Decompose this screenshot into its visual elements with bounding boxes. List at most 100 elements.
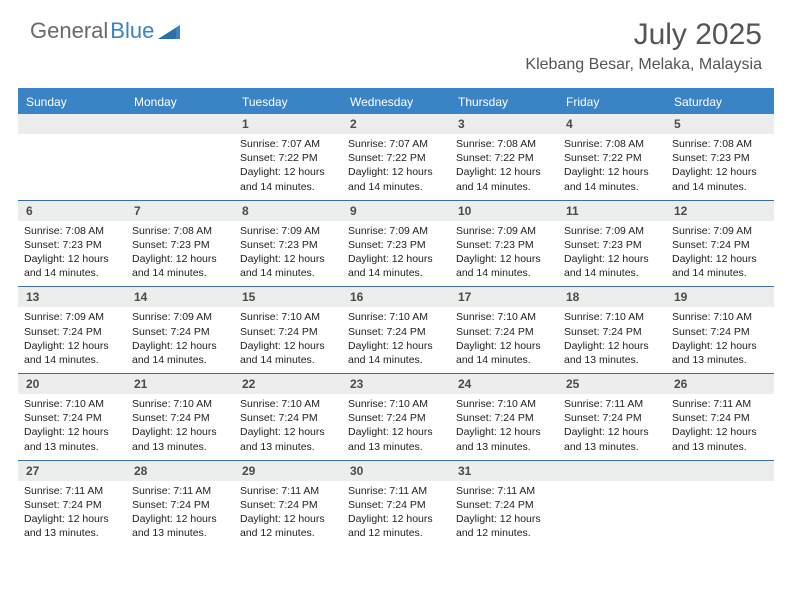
sunset-text: Sunset: 7:22 PM [240,151,336,165]
date-number: 27 [18,461,126,481]
day-header: Thursday [450,90,558,114]
date-number-row: 6789101112 [18,200,774,221]
date-number: 3 [450,114,558,134]
sunrise-text: Sunrise: 7:07 AM [348,137,444,151]
date-cell: Sunrise: 7:07 AMSunset: 7:22 PMDaylight:… [234,134,342,200]
sunrise-text: Sunrise: 7:09 AM [24,310,120,324]
date-number: 18 [558,287,666,307]
date-cell: Sunrise: 7:10 AMSunset: 7:24 PMDaylight:… [342,394,450,460]
date-number [558,461,666,481]
daylight-text: Daylight: 12 hours and 14 minutes. [24,252,120,280]
sunrise-text: Sunrise: 7:10 AM [348,310,444,324]
sunset-text: Sunset: 7:24 PM [672,325,768,339]
day-header: Wednesday [342,90,450,114]
day-header-row: SundayMondayTuesdayWednesdayThursdayFrid… [18,90,774,114]
date-number: 5 [666,114,774,134]
sunset-text: Sunset: 7:24 PM [456,498,552,512]
sunrise-text: Sunrise: 7:11 AM [132,484,228,498]
sunrise-text: Sunrise: 7:08 AM [564,137,660,151]
daylight-text: Daylight: 12 hours and 12 minutes. [348,512,444,540]
sunrise-text: Sunrise: 7:09 AM [240,224,336,238]
date-number: 6 [18,201,126,221]
sunset-text: Sunset: 7:23 PM [24,238,120,252]
sunset-text: Sunset: 7:23 PM [456,238,552,252]
date-cell: Sunrise: 7:10 AMSunset: 7:24 PMDaylight:… [666,307,774,373]
date-cell: Sunrise: 7:09 AMSunset: 7:24 PMDaylight:… [666,221,774,287]
date-number: 4 [558,114,666,134]
daylight-text: Daylight: 12 hours and 14 minutes. [564,165,660,193]
date-cell: Sunrise: 7:09 AMSunset: 7:24 PMDaylight:… [18,307,126,373]
sunset-text: Sunset: 7:23 PM [348,238,444,252]
date-cell: Sunrise: 7:11 AMSunset: 7:24 PMDaylight:… [342,481,450,547]
daylight-text: Daylight: 12 hours and 13 minutes. [672,339,768,367]
date-detail-row: Sunrise: 7:08 AMSunset: 7:23 PMDaylight:… [18,221,774,287]
date-cell: Sunrise: 7:08 AMSunset: 7:22 PMDaylight:… [450,134,558,200]
date-number: 19 [666,287,774,307]
sunset-text: Sunset: 7:22 PM [456,151,552,165]
date-number: 25 [558,374,666,394]
date-number: 22 [234,374,342,394]
sunrise-text: Sunrise: 7:10 AM [564,310,660,324]
date-number-row: 20212223242526 [18,373,774,394]
day-header: Monday [126,90,234,114]
daylight-text: Daylight: 12 hours and 14 minutes. [24,339,120,367]
sunrise-text: Sunrise: 7:10 AM [240,310,336,324]
sunrise-text: Sunrise: 7:10 AM [348,397,444,411]
sunrise-text: Sunrise: 7:09 AM [564,224,660,238]
date-cell: Sunrise: 7:09 AMSunset: 7:23 PMDaylight:… [234,221,342,287]
date-detail-row: Sunrise: 7:11 AMSunset: 7:24 PMDaylight:… [18,481,774,547]
date-number: 8 [234,201,342,221]
sunrise-text: Sunrise: 7:09 AM [132,310,228,324]
date-number: 26 [666,374,774,394]
date-cell: Sunrise: 7:10 AMSunset: 7:24 PMDaylight:… [342,307,450,373]
date-number: 10 [450,201,558,221]
date-cell: Sunrise: 7:11 AMSunset: 7:24 PMDaylight:… [126,481,234,547]
date-cell: Sunrise: 7:08 AMSunset: 7:22 PMDaylight:… [558,134,666,200]
date-number-row: 2728293031 [18,460,774,481]
daylight-text: Daylight: 12 hours and 13 minutes. [564,425,660,453]
date-number: 24 [450,374,558,394]
sunrise-text: Sunrise: 7:11 AM [240,484,336,498]
sunset-text: Sunset: 7:24 PM [132,498,228,512]
sunset-text: Sunset: 7:24 PM [240,498,336,512]
location-label: Klebang Besar, Melaka, Malaysia [525,56,762,74]
date-number: 28 [126,461,234,481]
sunrise-text: Sunrise: 7:08 AM [132,224,228,238]
sunset-text: Sunset: 7:24 PM [348,411,444,425]
sunset-text: Sunset: 7:24 PM [456,411,552,425]
sunset-text: Sunset: 7:24 PM [456,325,552,339]
daylight-text: Daylight: 12 hours and 14 minutes. [672,165,768,193]
date-cell: Sunrise: 7:08 AMSunset: 7:23 PMDaylight:… [126,221,234,287]
daylight-text: Daylight: 12 hours and 14 minutes. [132,339,228,367]
date-number-row: 13141516171819 [18,286,774,307]
date-number: 20 [18,374,126,394]
daylight-text: Daylight: 12 hours and 14 minutes. [456,165,552,193]
date-cell: Sunrise: 7:11 AMSunset: 7:24 PMDaylight:… [234,481,342,547]
date-cell: Sunrise: 7:10 AMSunset: 7:24 PMDaylight:… [234,394,342,460]
sunset-text: Sunset: 7:23 PM [240,238,336,252]
header: GeneralBlue July 2025 Klebang Besar, Mel… [0,0,792,80]
sunset-text: Sunset: 7:24 PM [564,411,660,425]
logo-word2: Blue [110,18,154,44]
daylight-text: Daylight: 12 hours and 14 minutes. [564,252,660,280]
sunrise-text: Sunrise: 7:10 AM [240,397,336,411]
day-header: Tuesday [234,90,342,114]
sunrise-text: Sunrise: 7:10 AM [456,310,552,324]
sunrise-text: Sunrise: 7:09 AM [456,224,552,238]
logo-triangle-icon [158,23,180,39]
sunrise-text: Sunrise: 7:09 AM [348,224,444,238]
date-detail-row: Sunrise: 7:07 AMSunset: 7:22 PMDaylight:… [18,134,774,200]
daylight-text: Daylight: 12 hours and 14 minutes. [240,165,336,193]
sunset-text: Sunset: 7:22 PM [564,151,660,165]
date-cell: Sunrise: 7:09 AMSunset: 7:23 PMDaylight:… [558,221,666,287]
sunset-text: Sunset: 7:24 PM [348,498,444,512]
date-number [18,114,126,134]
date-number: 23 [342,374,450,394]
sunset-text: Sunset: 7:24 PM [24,411,120,425]
sunset-text: Sunset: 7:24 PM [240,411,336,425]
sunrise-text: Sunrise: 7:08 AM [456,137,552,151]
day-header: Friday [558,90,666,114]
daylight-text: Daylight: 12 hours and 13 minutes. [24,425,120,453]
sunset-text: Sunset: 7:24 PM [132,411,228,425]
daylight-text: Daylight: 12 hours and 14 minutes. [348,252,444,280]
